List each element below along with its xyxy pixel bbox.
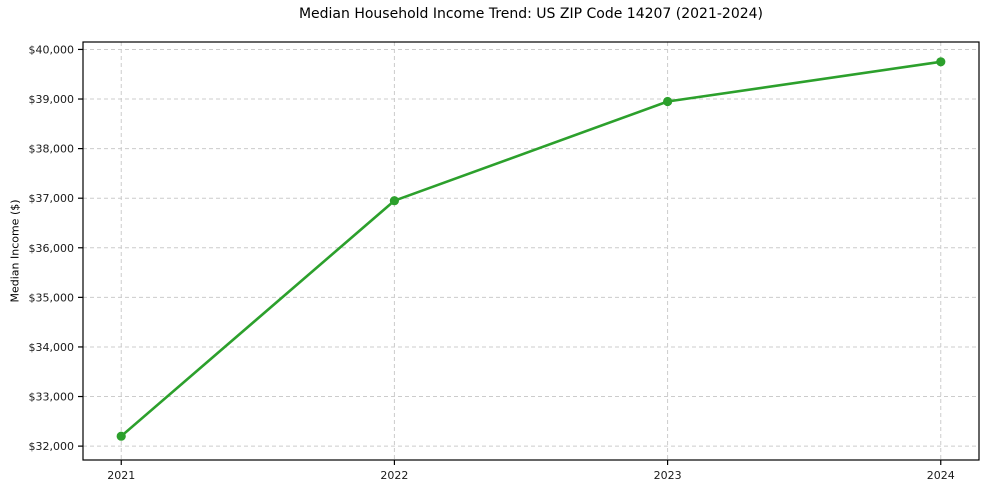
data-point-marker (663, 96, 673, 107)
y-tick-label: $39,000 (29, 93, 75, 106)
x-tick-label: 2021 (107, 469, 135, 482)
y-tick-label: $35,000 (29, 291, 75, 304)
trend-line (119, 60, 943, 438)
y-tick-label: $32,000 (29, 440, 75, 453)
plot-frame (82, 41, 980, 461)
y-tick-label: $36,000 (29, 242, 75, 255)
data-point-marker (936, 57, 946, 67)
y-tick-label: $38,000 (29, 143, 75, 156)
chart-title: Median Household Income Trend: US ZIP Co… (298, 6, 764, 22)
y-tick-label: $40,000 (29, 43, 75, 56)
y-tick-label: $34,000 (29, 341, 75, 354)
y-tick-label: $37,000 (29, 192, 75, 205)
y-axis-label: Median Income ($) (8, 199, 22, 303)
data-point-marker (116, 431, 126, 441)
y-tick-label: $33,000 (29, 391, 75, 404)
x-tick-label: 2023 (654, 469, 682, 482)
x-tick-label: 2022 (380, 469, 408, 482)
data-point-marker (389, 196, 399, 206)
x-tick-label: 2024 (927, 469, 955, 482)
